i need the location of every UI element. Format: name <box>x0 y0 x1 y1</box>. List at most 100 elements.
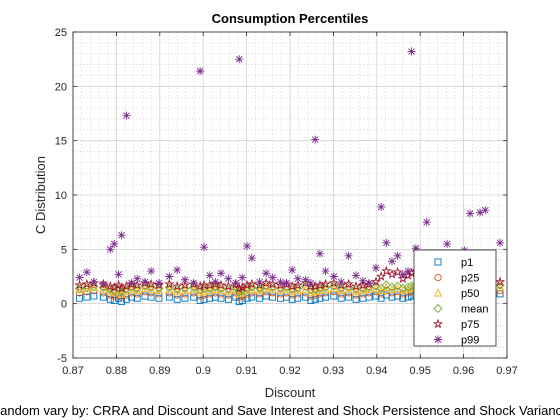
y-tick-label: 0 <box>61 299 67 311</box>
data-point-mean <box>237 285 247 296</box>
data-point-p1 <box>173 295 181 303</box>
x-tick-label: 0.94 <box>366 365 387 377</box>
x-tick-label: 0.87 <box>62 365 83 377</box>
data-point-p99 <box>89 277 98 286</box>
data-point-p99 <box>293 274 302 283</box>
legend-marker-mean <box>433 303 443 314</box>
data-point-mean <box>320 282 331 293</box>
data-point-p1 <box>365 293 373 301</box>
data-point-mean <box>146 282 156 293</box>
data-point-p1 <box>165 293 173 301</box>
data-point-p99 <box>315 249 324 258</box>
legend-label-p75: p75 <box>461 319 479 331</box>
data-point-mean <box>343 282 354 293</box>
data-point-mean <box>210 282 220 293</box>
data-point-p1 <box>337 294 345 302</box>
x-tick-label: 0.95 <box>409 365 430 377</box>
legend-items: p1 p25 p50 mean p75 p99 <box>432 257 489 347</box>
data-point-p99 <box>466 209 475 218</box>
x-tick-label: 0.97 <box>496 365 517 377</box>
y-tick-label: 10 <box>55 190 67 202</box>
data-point-p1 <box>196 296 204 304</box>
data-point-p99 <box>398 270 407 279</box>
data-point-p99 <box>133 274 142 283</box>
data-point-p99 <box>147 267 156 276</box>
data-point-p99 <box>82 268 91 277</box>
data-point-p75 <box>132 279 143 290</box>
data-point-p99 <box>200 243 209 252</box>
data-point-p99 <box>122 111 131 120</box>
data-point-p1 <box>122 295 130 303</box>
data-point-p99 <box>189 279 198 288</box>
legend-marker-p25 <box>434 273 442 282</box>
data-point-mean <box>109 285 119 296</box>
data-point-p75 <box>376 271 387 281</box>
data-point-p75 <box>320 278 331 289</box>
data-point-p75 <box>146 278 157 289</box>
data-point-p75 <box>267 278 278 289</box>
data-point-p1 <box>345 293 353 301</box>
legend-label-p25: p25 <box>461 273 479 285</box>
data-point-p99 <box>344 251 353 260</box>
data-point-p99 <box>481 206 490 215</box>
data-point-p99 <box>382 238 391 247</box>
data-point-p99 <box>106 245 115 254</box>
data-point-p75 <box>328 277 339 288</box>
data-point-p75 <box>223 280 234 291</box>
tick-marks <box>72 31 508 359</box>
x-axis-label: Discount <box>265 385 316 400</box>
data-point-mean <box>403 282 413 293</box>
data-point-p99 <box>165 272 174 281</box>
data-point-p1 <box>190 293 198 301</box>
data-point-p1 <box>110 296 118 304</box>
data-point-p1 <box>248 293 256 301</box>
data-point-p1 <box>118 298 126 305</box>
data-point-p99 <box>411 244 420 253</box>
data-point-p75 <box>336 279 347 290</box>
data-point-p99 <box>393 251 402 260</box>
x-tick-label: 0.92 <box>279 365 300 377</box>
data-point-p99 <box>173 265 182 274</box>
data-point-p99 <box>196 67 205 76</box>
legend-marker-p99 <box>434 335 442 344</box>
data-point-p99 <box>311 135 320 144</box>
data-point-mean <box>495 280 505 290</box>
legend-marker-p50 <box>433 288 443 297</box>
data-point-p1 <box>352 295 360 303</box>
data-point-p99 <box>268 273 277 282</box>
data-point-mean <box>392 281 403 291</box>
data-point-p75 <box>215 279 227 290</box>
data-point-p75 <box>254 279 265 290</box>
data-point-p99 <box>127 279 136 288</box>
data-point-p99 <box>216 269 225 278</box>
data-point-p99 <box>110 239 119 248</box>
data-point-p99 <box>407 47 416 56</box>
legend-label-p99: p99 <box>461 335 479 347</box>
y-tick-label: 25 <box>55 27 67 39</box>
data-point-mean <box>180 283 190 294</box>
x-tick-labels: 0.87 0.88 0.89 0.9 0.91 0.92 0.93 0.94 0.95 0.96 0… <box>62 365 517 377</box>
data-point-p99 <box>117 231 126 240</box>
x-tick-label: 0.96 <box>453 365 474 377</box>
data-point-p99 <box>371 263 380 272</box>
data-point-p1 <box>243 294 251 302</box>
data-point-mean <box>329 281 339 291</box>
data-point-mean <box>234 287 244 297</box>
data-point-p75 <box>164 278 175 289</box>
data-point-p99 <box>404 267 413 276</box>
data-point-p1 <box>147 293 155 301</box>
chart-title: Consumption Percentiles <box>212 11 369 26</box>
data-point-p1 <box>155 294 163 302</box>
data-point-p99 <box>301 275 310 284</box>
data-point-mean <box>164 282 174 293</box>
data-point-p99 <box>329 272 338 281</box>
data-point-p99 <box>238 273 247 282</box>
data-point-mean <box>98 282 109 293</box>
data-point-p75 <box>195 280 206 291</box>
data-point-p99 <box>262 269 271 278</box>
data-point-p1 <box>256 294 264 302</box>
y-tick-label: 20 <box>55 81 67 93</box>
y-tick-label: 5 <box>61 244 67 256</box>
data-point-p75 <box>234 283 245 293</box>
data-point-p1 <box>496 290 504 298</box>
